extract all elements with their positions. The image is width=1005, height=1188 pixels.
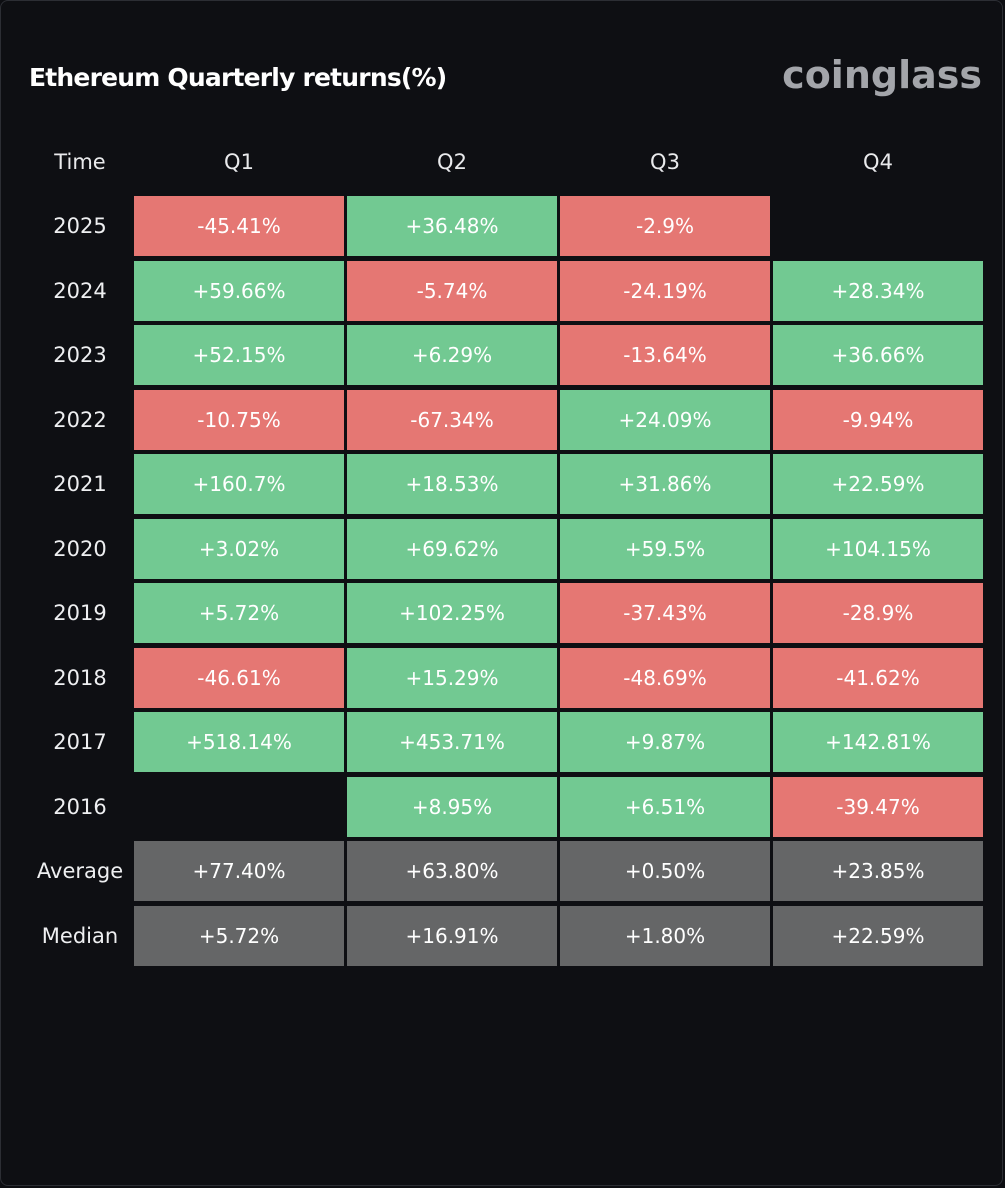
row-label-2022: 2022 (53, 407, 107, 432)
cell-2020-q1: +3.02% (134, 518, 344, 579)
row-label-average: Average (36, 859, 124, 883)
row-label-2021: 2021 (53, 472, 107, 496)
cell-2017-q4: +142.81% (773, 712, 983, 772)
header-q4: Q4 (863, 150, 893, 174)
cell-2019-q1: +5.72% (134, 583, 344, 643)
cell-2018-q2: +15.29% (347, 647, 557, 708)
header-q1: Q1 (224, 150, 254, 174)
header-time: Time (54, 150, 106, 174)
cell-median-q2: +16.91% (347, 905, 557, 966)
cell-2022-q4: -9.94% (773, 389, 983, 450)
cell-average-q3: +0.50% (560, 841, 770, 901)
cell-2016-q1 (134, 777, 344, 837)
cell-average-q1: +77.40% (134, 841, 344, 901)
row-label-median: Median (41, 923, 119, 948)
cell-2023-q4: +36.66% (773, 325, 983, 385)
cell-2017-q3: +9.87% (560, 712, 770, 772)
cell-2022-q2: -67.34% (347, 389, 557, 450)
header-q3: Q3 (650, 150, 680, 174)
cell-2024-q3: -24.19% (560, 260, 770, 321)
cell-2024-q2: -5.74% (347, 260, 557, 321)
cell-2022-q1: -10.75% (134, 389, 344, 450)
cell-2021-q2: +18.53% (347, 454, 557, 514)
row-label-2024: 2024 (53, 278, 107, 303)
coinglass-logo: coinglass (782, 53, 982, 97)
cell-2021-q4: +22.59% (773, 454, 983, 514)
row-label-2019: 2019 (53, 601, 107, 625)
cell-2024-q4: +28.34% (773, 260, 983, 321)
cell-2025-q1: -45.41% (134, 196, 344, 256)
row-label-2016: 2016 (53, 794, 107, 819)
cell-median-q3: +1.80% (560, 905, 770, 966)
row-label-2018: 2018 (53, 665, 107, 690)
row-label-2023: 2023 (53, 343, 107, 367)
cell-2017-q2: +453.71% (347, 712, 557, 772)
cell-2021-q3: +31.86% (560, 454, 770, 514)
cell-2021-q1: +160.7% (134, 454, 344, 514)
cell-2016-q3: +6.51% (560, 776, 770, 837)
row-label-2017: 2017 (53, 730, 107, 754)
cell-2023-q3: -13.64% (560, 325, 770, 385)
cell-2019-q3: -37.43% (560, 583, 770, 643)
cell-median-q1: +5.72% (134, 905, 344, 966)
row-label-2020: 2020 (53, 536, 107, 561)
cell-2019-q4: -28.9% (773, 583, 983, 643)
cell-2020-q3: +59.5% (560, 518, 770, 579)
cell-2025-q4 (773, 196, 983, 256)
cell-2016-q2: +8.95% (347, 776, 557, 837)
cell-2018-q1: -46.61% (134, 647, 344, 708)
cell-average-q4: +23.85% (773, 841, 983, 901)
header-q2: Q2 (437, 150, 467, 174)
cell-2020-q2: +69.62% (347, 518, 557, 579)
cell-2017-q1: +518.14% (134, 712, 344, 772)
cell-2025-q3: -2.9% (560, 196, 770, 256)
cell-2018-q4: -41.62% (773, 647, 983, 708)
cell-2025-q2: +36.48% (347, 196, 557, 256)
chart-title: Ethereum Quarterly returns(%) (29, 63, 447, 92)
row-label-2025: 2025 (53, 214, 107, 238)
cell-2023-q1: +52.15% (134, 325, 344, 385)
cell-median-q4: +22.59% (773, 905, 983, 966)
cell-2019-q2: +102.25% (347, 583, 557, 643)
cell-2016-q4: -39.47% (773, 776, 983, 837)
cell-average-q2: +63.80% (347, 841, 557, 901)
cell-2023-q2: +6.29% (347, 325, 557, 385)
cell-2018-q3: -48.69% (560, 647, 770, 708)
cell-2022-q3: +24.09% (560, 389, 770, 450)
cell-2024-q1: +59.66% (134, 260, 344, 321)
cell-2020-q4: +104.15% (773, 518, 983, 579)
